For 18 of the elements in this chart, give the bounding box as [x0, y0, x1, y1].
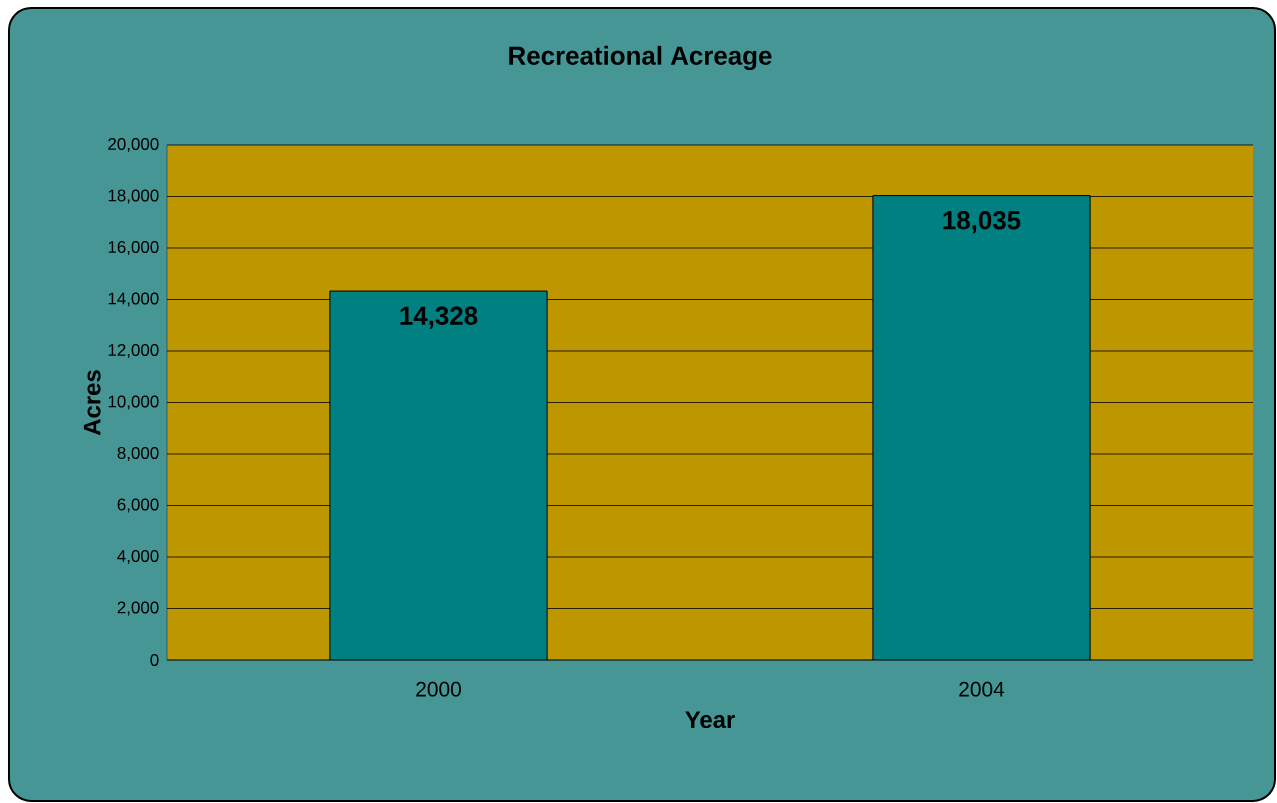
y-tick-label: 20,000: [108, 137, 159, 152]
data-label: 18,035: [943, 211, 1021, 234]
y-tick-label: 0: [150, 654, 159, 666]
x-tick-label: 2004: [959, 681, 1005, 697]
y-tick-label: 18,000: [108, 189, 159, 204]
y-tick-label: 14,000: [108, 292, 159, 307]
y-axis-title: Acres: [83, 370, 101, 436]
y-tick-label: 4,000: [117, 550, 159, 564]
y-tick-label: 12,000: [108, 344, 159, 358]
chart-title: Recreational Acreage: [509, 45, 772, 71]
data-label: 14,328: [400, 306, 478, 329]
y-tick-label: 8,000: [117, 447, 159, 461]
y-tick-label: 6,000: [117, 498, 159, 513]
y-tick-label: 10,000: [108, 395, 159, 410]
y-tick-label: 16,000: [108, 241, 159, 255]
y-tick-label: 2,000: [117, 601, 159, 616]
x-tick-label: 2000: [416, 681, 461, 697]
x-axis-title: Year: [685, 711, 735, 729]
